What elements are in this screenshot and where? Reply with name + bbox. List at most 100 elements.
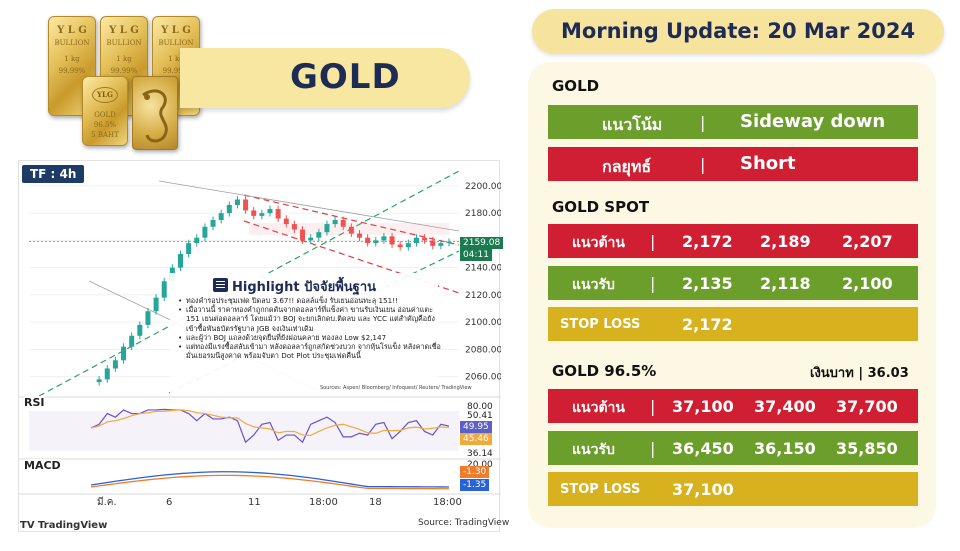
time-tick-label: 6 — [166, 497, 172, 508]
chart-source: Source: TradingView — [418, 518, 510, 528]
resistance-1: 2,172 — [682, 232, 733, 251]
title-band — [180, 48, 470, 108]
stoploss-label: STOP LOSS — [560, 482, 641, 497]
currency-rate: เงินบาท | 36.03 — [810, 362, 909, 383]
rsi-value: 50.41 — [467, 411, 493, 421]
time-tick-label: 18:00 — [309, 497, 338, 508]
candle-body — [129, 335, 135, 347]
dragon-icon — [142, 89, 168, 143]
macd-value: -1.35 — [460, 479, 490, 491]
highlight-bullet: และผู้ว่า BOJ แถลงด้วยจุดยืนที่ยังผ่อนคล… — [178, 333, 442, 342]
candle-body — [300, 229, 306, 241]
candle-body — [422, 237, 428, 241]
candle-body — [446, 241, 452, 244]
candle-body — [397, 244, 403, 248]
candle-body — [357, 233, 362, 238]
spot-stoploss-row: STOP LOSS 2,172 — [548, 307, 918, 341]
stoploss-value: 37,100 — [672, 480, 734, 499]
currency-value: 36.03 — [867, 366, 909, 381]
candle-body — [430, 240, 436, 246]
separator: | — [650, 232, 656, 251]
candle-body — [308, 237, 314, 241]
candle-body — [186, 243, 192, 255]
news-icon — [213, 278, 228, 292]
gold-bar-small: YLG GOLD 96.5% 5 BAHT — [82, 76, 128, 146]
rsi-panel — [29, 408, 459, 451]
channel-line — [243, 194, 460, 246]
rsi-value: 45.46 — [460, 433, 492, 445]
candle-body — [348, 226, 354, 234]
support-2: 2,118 — [760, 274, 811, 293]
rsi-line — [90, 408, 450, 444]
rsi-label: RSI — [24, 396, 45, 409]
candle-body — [316, 232, 322, 238]
separator: | — [700, 155, 706, 174]
candle-body — [194, 237, 200, 244]
price-tick-label: 2200.00 — [465, 182, 501, 192]
support-1: 36,450 — [672, 439, 734, 458]
trend-label: แนวโน้ม — [602, 115, 663, 134]
candle-body — [389, 236, 395, 245]
highlight-bullet: เมื่อวานนี้ ราคาทองคำถูกกดดันจากดอลลาร์ท… — [178, 305, 442, 333]
candle-body — [340, 219, 346, 227]
gold-bar: Y L G BULLION 1 kg 99.99% — [48, 16, 96, 116]
candle-body — [96, 379, 102, 383]
support-label: แนวรับ — [572, 442, 615, 458]
highlight-bullet: แต่ทองมีแรงซื้อสลับเข้ามา หลังดอลลาร์ถูก… — [178, 342, 442, 360]
candle-body — [178, 254, 183, 268]
candle-body — [267, 209, 273, 214]
rsi-value: 49.95 — [460, 421, 492, 433]
candle-body — [259, 213, 265, 216]
strategy-label: กลยุทธ์ — [602, 157, 652, 176]
candle-body — [373, 240, 379, 244]
highlight-sources: Sources: Aspen/ Bloomberg/ Infoquest/ Re… — [320, 385, 472, 391]
macd-signal-line — [90, 474, 450, 490]
time-tick-label: 18:00 — [433, 497, 462, 508]
candle-body — [251, 210, 257, 216]
time-tick-label: 11 — [248, 497, 261, 508]
candle-body — [104, 368, 110, 380]
rsi-scale-label: 80.00 — [467, 402, 493, 412]
resistance-3: 2,207 — [842, 232, 893, 251]
candle-body — [218, 213, 224, 220]
separator: | — [700, 113, 706, 132]
last-price-time: 04:11 — [460, 249, 492, 261]
price-tick-label: 2080.00 — [465, 345, 501, 355]
candle-body — [291, 224, 297, 230]
trend-row: แนวโน้ม | Sideway down — [548, 105, 918, 139]
resistance-1: 37,100 — [672, 397, 734, 416]
candle-body — [275, 209, 281, 219]
candle-body — [365, 237, 371, 244]
support-label: แนวรับ — [572, 277, 615, 293]
time-tick-label: 18 — [369, 497, 382, 508]
candle-body — [324, 224, 330, 233]
rsi-signal-line — [90, 409, 450, 437]
channel-line — [243, 220, 460, 294]
candle-body — [153, 297, 159, 312]
g965-resistance-row: แนวต้าน | 37,100 37,400 37,700 — [548, 389, 918, 423]
candle-body — [243, 199, 249, 211]
spot-resistance-row: แนวต้าน | 2,172 2,189 2,207 — [548, 224, 918, 258]
separator: | — [650, 274, 656, 293]
highlight-bullet: ทองคำรอประชุมเฟด ปิดลบ 3.67!! ดอลล์แข็ง … — [178, 296, 442, 305]
highlight-list: ทองคำรอประชุมเฟด ปิดลบ 3.67!! ดอลล์แข็ง … — [178, 296, 442, 360]
candle-body — [137, 324, 143, 336]
candle-body — [145, 311, 151, 325]
tv-brand: TradingView — [38, 520, 108, 531]
candle-body — [121, 346, 127, 361]
gold-spot-title: GOLD SPOT — [552, 198, 650, 216]
macd-value: -1.30 — [460, 466, 490, 478]
gold-section-title: GOLD — [552, 77, 600, 95]
candle-body — [234, 199, 240, 205]
separator: | — [650, 397, 656, 416]
price-tick-label: 2180.00 — [465, 209, 501, 219]
stoploss-label: STOP LOSS — [560, 317, 641, 332]
candle-body — [413, 237, 419, 244]
candle-body — [381, 236, 387, 241]
resistance-label: แนวต้าน — [572, 235, 625, 251]
candle-body — [161, 281, 167, 298]
channel-line — [158, 180, 460, 232]
time-axis: มี.ค. 6 11 18:00 18 18:00 — [19, 396, 501, 508]
candle-body — [332, 219, 338, 225]
highlight-title: Highlight ปัจจัยพื้นฐาน — [232, 280, 377, 295]
